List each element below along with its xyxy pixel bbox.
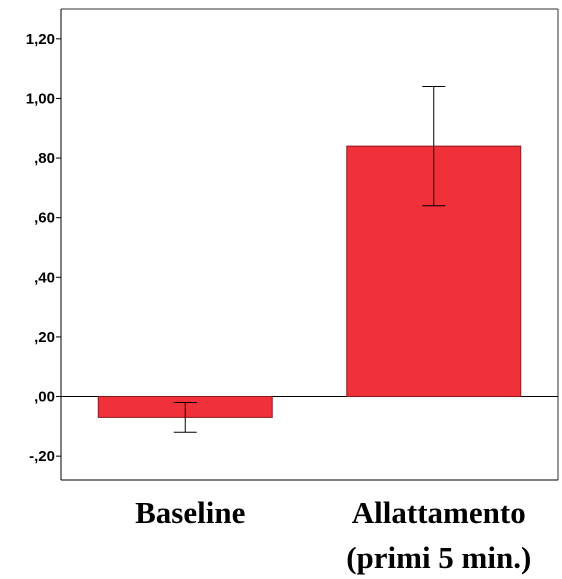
bars bbox=[97, 145, 522, 418]
x-category-label: (primi 5 min.) bbox=[346, 540, 531, 575]
y-tick-label: 1,00 bbox=[26, 90, 55, 107]
x-category-label: Baseline bbox=[135, 495, 245, 530]
y-axis: -,20 ,00 ,20 ,40 ,60 ,80 1,00 1,20 bbox=[26, 31, 61, 465]
y-tick-label: ,00 bbox=[34, 389, 55, 406]
error-bar bbox=[422, 86, 446, 207]
y-tick-label: ,80 bbox=[34, 150, 55, 167]
y-tick-label: -,20 bbox=[29, 448, 55, 465]
x-category-label: Allattamento bbox=[352, 495, 526, 530]
plot-frame bbox=[60, 8, 559, 481]
y-tick-label: ,20 bbox=[34, 329, 55, 346]
x-axis-labels: Baseline Allattamento (primi 5 min.) bbox=[135, 495, 531, 575]
error-bar bbox=[173, 401, 197, 433]
y-tick-label: 1,20 bbox=[26, 31, 55, 48]
y-tick-label: ,40 bbox=[34, 269, 55, 286]
error-bars bbox=[173, 86, 446, 433]
y-tick-label: ,60 bbox=[34, 210, 55, 227]
